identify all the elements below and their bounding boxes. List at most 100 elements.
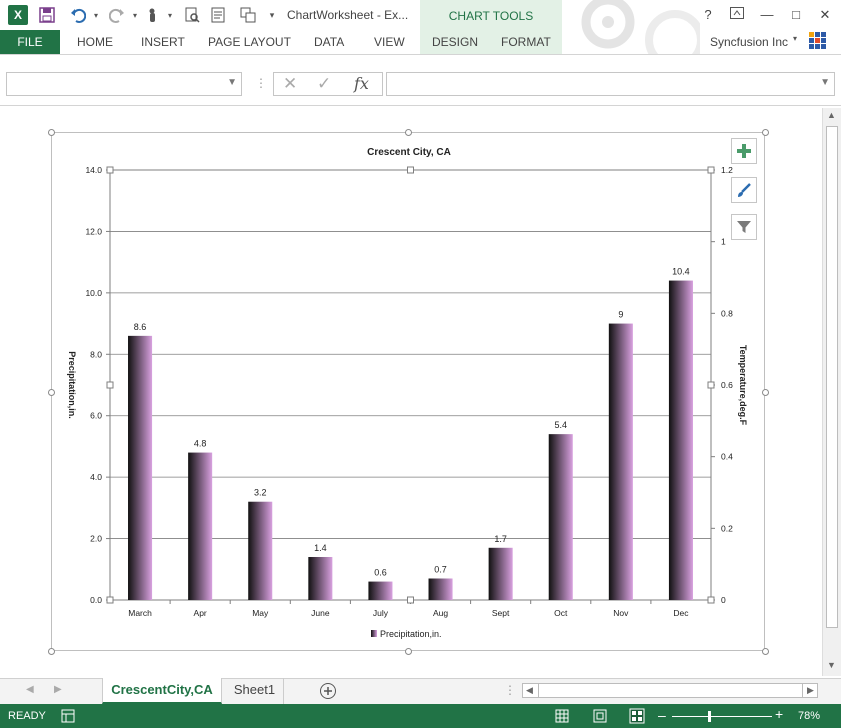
sheet-tab-sheet1[interactable]: Sheet1 — [226, 678, 284, 704]
y-axis-label: Precipitation,in. — [67, 351, 77, 419]
tab-design[interactable]: DESIGN — [432, 35, 479, 49]
vertical-scroll-thumb[interactable] — [826, 126, 838, 628]
name-box[interactable]: ▼ — [6, 72, 242, 96]
x-tick-label: Aug — [433, 608, 448, 618]
chart-resize-handle[interactable] — [762, 648, 769, 655]
account-dropdown-icon[interactable]: ▾ — [793, 34, 798, 43]
bar — [128, 335, 153, 600]
touch-mode-icon[interactable] — [142, 5, 162, 25]
customize-qat-icon[interactable]: ▾ — [269, 9, 275, 20]
tab-home[interactable]: HOME — [77, 35, 113, 49]
ribbon-display-options-icon[interactable] — [728, 6, 746, 24]
sheet-tab-crescentcity[interactable]: CrescentCity,CA — [102, 678, 222, 704]
tab-file[interactable]: FILE — [0, 30, 60, 54]
bar — [308, 557, 333, 600]
chart-resize-handle[interactable] — [48, 648, 55, 655]
status-ready: READY — [8, 710, 46, 722]
y2-tick-label: 1.2 — [721, 165, 733, 175]
new-sheet-button[interactable] — [319, 682, 337, 705]
x-tick-label: Apr — [194, 608, 207, 618]
insert-function-button[interactable]: fx — [354, 74, 369, 93]
scroll-down-icon[interactable]: ▼ — [827, 660, 836, 670]
normal-view-icon[interactable] — [555, 709, 569, 726]
confirm-entry-icon[interactable]: ✓ — [317, 74, 332, 93]
tab-insert[interactable]: INSERT — [141, 35, 185, 49]
bars — [128, 280, 693, 600]
plot-handle — [407, 596, 414, 604]
undo-icon[interactable] — [68, 5, 88, 25]
macro-record-icon[interactable] — [61, 709, 75, 726]
x-tick-label: June — [311, 608, 330, 618]
minimize-button[interactable]: — — [760, 7, 774, 22]
paintbrush-icon — [738, 183, 751, 197]
x-tick-label: Nov — [613, 608, 629, 618]
chart-tools-label: CHART TOOLS — [448, 9, 534, 23]
legend-entry[interactable]: Precipitation,in. — [380, 629, 442, 639]
bar — [188, 452, 213, 600]
namebox-dropdown-icon[interactable]: ▼ — [227, 77, 237, 88]
chart-styles-button[interactable] — [731, 177, 757, 203]
excel-app-icon[interactable]: X — [8, 5, 28, 25]
restore-button[interactable]: □ — [792, 7, 800, 22]
formula-bar-splitter-icon[interactable]: ⋮ — [255, 76, 267, 90]
bar — [248, 501, 273, 600]
vertical-scrollbar[interactable]: ▲ ▼ — [822, 108, 841, 676]
formula-buttons: ✕ ✓ fx — [273, 72, 383, 96]
horizontal-scroll-thumb[interactable] — [538, 684, 803, 697]
chart-object[interactable]: Crescent City, CA 0.0 2.0 4.0 6.0 8.0 10.0 12.… — [51, 132, 765, 651]
close-button[interactable]: ✕ — [819, 7, 831, 22]
cancel-entry-icon[interactable]: ✕ — [283, 74, 298, 93]
chart-resize-handle[interactable] — [405, 648, 412, 655]
chart-resize-handle[interactable] — [48, 129, 55, 136]
touch-dropdown-icon[interactable]: ▾ — [167, 10, 172, 20]
formula-input[interactable]: ▼ — [386, 72, 835, 96]
document-title: ChartWorksheet - Ex... — [287, 8, 409, 22]
account-name[interactable]: Syncfusion Inc — [710, 35, 789, 49]
zoom-slider[interactable] — [672, 716, 772, 717]
tab-scroll-right-icon[interactable]: ▶ — [54, 684, 62, 695]
copy-sheet-icon[interactable] — [238, 5, 258, 25]
zoom-in-icon[interactable]: + — [775, 706, 784, 722]
zoom-out-icon[interactable]: – — [658, 707, 666, 723]
data-label: 4.8 — [194, 439, 207, 449]
tab-data[interactable]: DATA — [314, 35, 345, 49]
page-setup-icon[interactable] — [208, 5, 228, 25]
y2-tick-label: 0.4 — [721, 452, 733, 462]
page-layout-view-icon[interactable] — [593, 709, 607, 726]
status-bar: READY – + 78% — [0, 704, 841, 728]
tab-scroll-left-icon[interactable]: ◀ — [26, 684, 34, 695]
chart-resize-handle[interactable] — [405, 129, 412, 136]
y-tick-label: 14.0 — [85, 165, 102, 175]
tab-format[interactable]: FORMAT — [501, 35, 551, 49]
horizontal-scrollbar[interactable]: ◀ ▶ — [522, 683, 818, 698]
plot-handle — [106, 166, 114, 174]
tab-view[interactable]: VIEW — [374, 35, 405, 49]
tab-page-layout[interactable]: PAGE LAYOUT — [208, 35, 291, 49]
y2-tick-label: 0 — [721, 595, 726, 605]
x-axis-ticks: March Apr May June July Aug Sept Oct Nov Dec — [128, 600, 689, 618]
undo-dropdown-icon[interactable]: ▾ — [93, 10, 98, 20]
chart-elements-button[interactable] — [731, 138, 757, 164]
data-label: 0.7 — [434, 565, 447, 575]
tab-splitter-icon[interactable]: ⋮ — [504, 683, 516, 697]
hscroll-left-icon[interactable]: ◀ — [526, 685, 533, 695]
bar — [608, 323, 633, 600]
expand-formula-bar-icon[interactable]: ▼ — [820, 77, 830, 88]
chart-resize-handle[interactable] — [48, 388, 55, 396]
scroll-up-icon[interactable]: ▲ — [827, 110, 836, 120]
data-label: 3.2 — [254, 488, 267, 498]
save-icon[interactable] — [37, 5, 57, 25]
chart-filters-button[interactable] — [731, 214, 757, 240]
zoom-slider-thumb[interactable] — [708, 711, 711, 722]
chart-resize-handle[interactable] — [762, 129, 769, 136]
zoom-level[interactable]: 78% — [798, 710, 821, 722]
help-button[interactable]: ? — [704, 7, 712, 22]
print-preview-icon[interactable] — [182, 5, 202, 25]
hscroll-right-icon[interactable]: ▶ — [807, 685, 814, 695]
y-tick-label: 8.0 — [90, 349, 102, 359]
chart-resize-handle[interactable] — [762, 388, 769, 396]
redo-dropdown-icon[interactable]: ▾ — [132, 10, 137, 20]
page-break-view-icon[interactable] — [629, 708, 645, 727]
redo-icon[interactable] — [107, 5, 127, 25]
